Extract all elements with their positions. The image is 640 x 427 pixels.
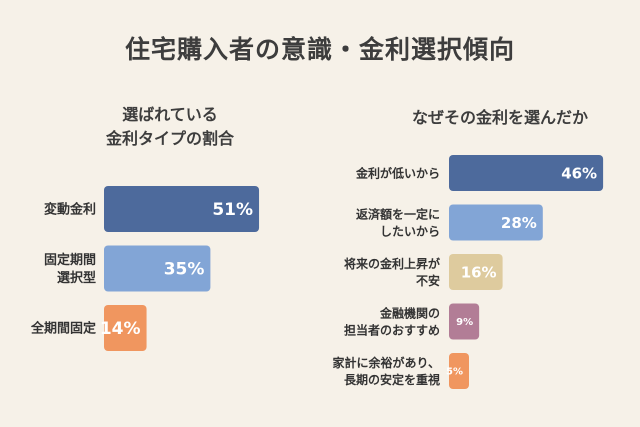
left-bar-3 [104, 305, 147, 351]
left-category-label-2-line-2: 選択型 [57, 270, 96, 286]
left-value-label-2: 35% [164, 260, 205, 280]
right-category-label-5-line-2: 長期の安定を重視 [344, 372, 440, 387]
right-category-label-3-line-1: 将来の金利上昇が [344, 256, 440, 271]
right-value-label-4: 9% [456, 317, 473, 328]
right-category-label-4-line-1: 金融機関の [379, 305, 440, 320]
page-title: 住宅購入者の意識・金利選択傾向 [124, 35, 515, 64]
left-chart-title: 選ばれている 金利タイプの割合 [70, 103, 270, 151]
left-value-label-3: 14% [100, 319, 141, 339]
left-category-label-2-line-1: 固定期間 [44, 252, 96, 268]
right-bar-4 [449, 303, 480, 340]
left-bar-1 [104, 186, 260, 232]
right-bar-2 [449, 204, 543, 241]
right-value-label-3: 16% [461, 263, 497, 281]
right-bar-1 [449, 155, 604, 191]
right-category-label-1-line-1: 金利が低いから [355, 165, 440, 180]
right-category-label-3-line-2: 不安 [416, 273, 440, 288]
left-category-label-3-line-1: 全期間固定 [30, 321, 96, 337]
right-chart-title: なぜその金利を選んだか [360, 106, 640, 130]
right-value-label-5: 5% [446, 367, 463, 378]
left-chart-title-line-1: 選ばれている [122, 105, 218, 124]
right-category-label-4-line-2: 担当者のおすすめ [344, 322, 440, 337]
right-category-label-5-line-1: 家計に余裕があり、 [332, 355, 440, 370]
left-value-label-1: 51% [212, 200, 253, 220]
right-value-label-1: 46% [561, 164, 597, 182]
right-value-label-2: 28% [501, 214, 537, 232]
right-bar-5 [449, 353, 469, 389]
right-category-label-2-line-2: したいから [380, 224, 440, 238]
right-category-label-2-line-1: 返済額を一定に [356, 206, 440, 221]
left-bar-2 [104, 245, 211, 292]
right-bar-3 [449, 254, 503, 290]
left-category-label-1-line-1: 変動金利 [44, 202, 96, 218]
left-chart-title-line-2: 金利タイプの割合 [105, 129, 234, 148]
right-chart-title-line-1: なぜその金利を選んだか [411, 108, 588, 127]
